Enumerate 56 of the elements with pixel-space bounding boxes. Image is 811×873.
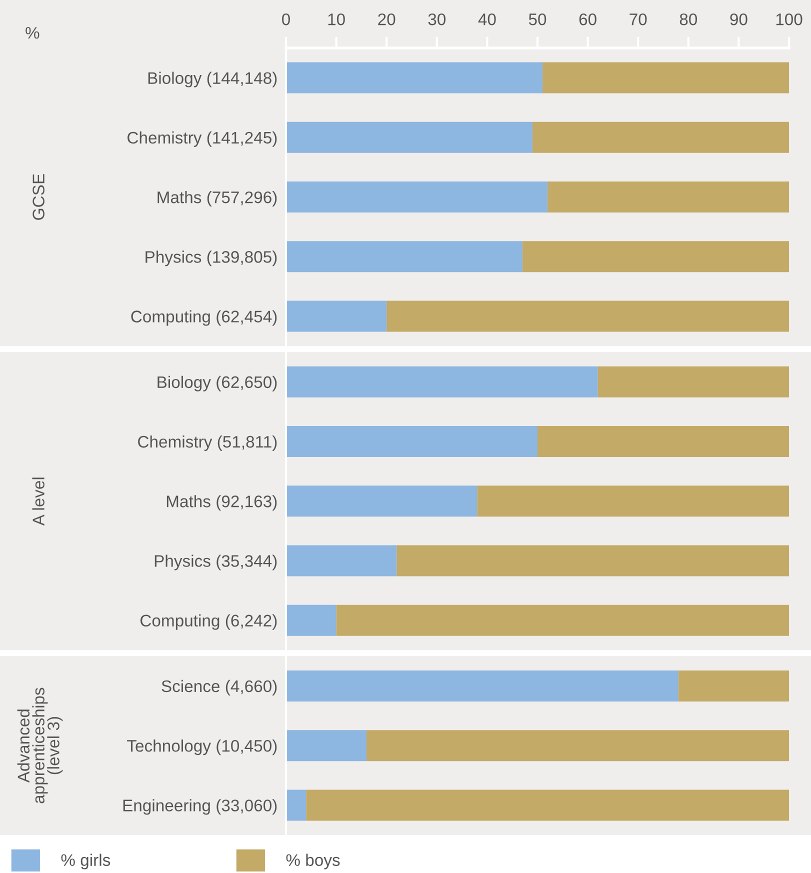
y-tick-label: Science (4,660) <box>162 680 277 696</box>
bar <box>286 486 478 517</box>
bar <box>532 122 789 153</box>
x-axis-title: % <box>26 26 40 39</box>
bar <box>286 62 543 94</box>
x-tick-label: 10 <box>328 13 345 26</box>
y-tick-label: Engineering (33,060) <box>123 799 277 815</box>
x-tick-label: 60 <box>579 13 596 26</box>
bar <box>522 241 789 272</box>
bar <box>286 241 522 272</box>
bar <box>286 300 387 332</box>
bar <box>538 426 789 457</box>
x-tick-label: 40 <box>478 13 496 26</box>
y-tick-label: Maths (92,163) <box>166 495 277 511</box>
bar <box>336 604 789 636</box>
bar <box>386 300 789 332</box>
y-axis-title: A level <box>32 478 44 526</box>
bar <box>286 426 538 457</box>
x-tick-label: 90 <box>730 13 748 26</box>
x-tick-label: 30 <box>428 13 446 26</box>
bar <box>548 182 789 213</box>
bar <box>286 366 598 398</box>
y-axis-title: Advanced apprenticeships (level 3) <box>17 688 63 804</box>
bar <box>678 670 789 702</box>
bar <box>542 62 789 94</box>
x-tick-label: 50 <box>528 13 546 26</box>
y-tick-label: Physics (139,805) <box>146 250 277 266</box>
x-tick-label: 20 <box>378 13 396 26</box>
y-axis-title: GCSE <box>32 174 44 220</box>
bar <box>286 790 306 821</box>
y-tick-label: Computing (6,242) <box>140 614 277 630</box>
y-tick-label: Technology (10,450) <box>127 740 277 756</box>
bar <box>598 366 789 398</box>
x-tick-label: 100 <box>776 13 802 26</box>
bar <box>306 790 789 821</box>
bar <box>396 545 789 576</box>
x-tick-label: 80 <box>680 13 698 26</box>
bar <box>286 182 548 213</box>
y-tick-label: Maths (757,296) <box>158 191 277 207</box>
y-tick-label: Chemistry (141,245) <box>128 131 277 147</box>
x-tick-label: 70 <box>630 13 647 26</box>
bar <box>286 545 397 576</box>
bar <box>286 670 678 702</box>
bar <box>477 486 789 517</box>
y-tick-label: Physics (35,344) <box>154 554 277 570</box>
y-tick-label: Biology (62,650) <box>158 376 277 392</box>
y-tick-label: Computing (62,454) <box>131 310 277 326</box>
bar <box>366 730 789 762</box>
bar <box>286 730 366 762</box>
bar <box>286 122 532 153</box>
bar <box>286 604 336 636</box>
legend-label: % boys <box>286 854 340 870</box>
y-tick-label: Biology (144,148) <box>148 72 277 88</box>
x-tick-label: 0 <box>282 13 290 26</box>
legend-label: % girls <box>61 854 110 870</box>
y-tick-label: Chemistry (51,811) <box>138 435 277 451</box>
